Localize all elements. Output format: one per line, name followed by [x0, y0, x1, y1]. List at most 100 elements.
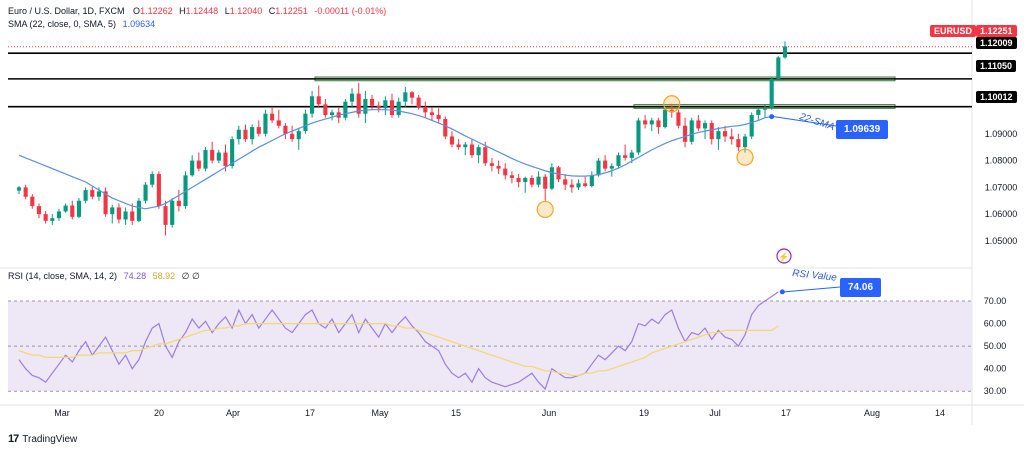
open-label: O — [133, 6, 141, 16]
candle — [76, 198, 82, 219]
candle — [196, 152, 201, 172]
rsi-pointer-dot — [779, 289, 785, 295]
flash-badge-icon — [776, 248, 792, 264]
candle — [143, 182, 148, 204]
symbol-tag: EURUSD — [930, 25, 977, 37]
candle — [396, 97, 401, 118]
candle-body — [50, 218, 55, 221]
candle-body — [150, 173, 155, 185]
candle — [383, 96, 388, 116]
candle — [290, 125, 295, 142]
symbol-title: Euro / U.S. Dollar, 1D, FXCM — [8, 6, 125, 16]
candle-body — [563, 179, 568, 185]
candle-body — [283, 125, 288, 134]
candle — [769, 77, 774, 110]
time-tick-label: Jun — [542, 408, 557, 418]
candle-body — [96, 191, 101, 197]
rsi-current: 74.28 — [123, 271, 147, 281]
level-tag-2: 1.11050 — [976, 60, 1017, 72]
candle — [303, 109, 308, 134]
candle — [210, 141, 215, 164]
candle — [270, 107, 275, 124]
rsi-title: RSI (14, close, SMA, 14, 2) — [8, 271, 118, 281]
candle-body — [56, 211, 62, 219]
candle — [429, 107, 435, 121]
candle-body — [136, 200, 141, 221]
candle — [689, 117, 694, 145]
candle — [636, 117, 641, 156]
price-tick-label: 1.08000 — [985, 156, 1018, 166]
candle — [729, 128, 734, 145]
candle-body — [156, 173, 161, 207]
candle — [509, 171, 514, 184]
candle — [130, 203, 135, 225]
candle — [616, 152, 621, 169]
candle — [409, 90, 415, 105]
close-value: 1.12251 — [275, 6, 308, 16]
candle-body — [196, 160, 201, 169]
candle — [589, 171, 594, 188]
price-legend: Euro / U.S. Dollar, 1D, FXCM O1.12262 H1… — [8, 6, 386, 16]
candle-body — [756, 109, 761, 116]
candle-body — [403, 92, 408, 102]
candle — [310, 90, 315, 118]
time-tick-label: 14 — [935, 408, 945, 418]
candle — [569, 179, 574, 193]
candle — [56, 208, 62, 221]
candle-body — [676, 112, 681, 126]
candle-body — [636, 120, 641, 153]
candle — [250, 124, 255, 145]
candle — [163, 200, 168, 236]
rsi-tick-label: 60.00 — [984, 319, 1007, 329]
candle-body — [736, 139, 741, 148]
candle-body — [762, 108, 768, 110]
candle — [236, 125, 241, 145]
candle-body — [263, 113, 268, 134]
candle-body — [436, 115, 441, 120]
candle-body — [323, 104, 328, 116]
candle-body — [389, 100, 395, 116]
candle-body — [709, 123, 714, 140]
candle — [536, 171, 541, 188]
candle — [676, 109, 681, 129]
candle — [363, 90, 368, 124]
level-tag-1: 1.12009 — [976, 37, 1017, 49]
current-price-tag: 1.12251 — [976, 25, 1017, 37]
candle-body — [509, 175, 514, 178]
annotations-overlay: 22-SMA RSI Value — [792, 111, 838, 284]
candle-body — [543, 176, 548, 189]
candle — [449, 131, 455, 148]
candle-body — [250, 127, 255, 140]
candle-body — [669, 109, 674, 113]
candle — [523, 176, 528, 193]
rsi-line — [18, 291, 779, 391]
candle-body — [663, 109, 668, 128]
candle — [323, 98, 328, 118]
candle-body — [476, 147, 481, 156]
brand-name: TradingView — [22, 433, 78, 445]
time-tick-label: Mar — [54, 408, 70, 418]
candle — [549, 163, 554, 191]
sma-title: SMA (22, close, 0, SMA, 5) — [8, 19, 117, 29]
candle-body — [769, 78, 774, 109]
candle-body — [123, 211, 128, 220]
candle-body — [429, 112, 435, 116]
candle — [36, 203, 42, 219]
candle — [23, 184, 28, 200]
sma-pointer-dot — [769, 114, 775, 120]
price-tick-label: 1.07000 — [985, 182, 1018, 192]
candle-body — [616, 155, 621, 166]
candle — [110, 204, 115, 224]
candle — [30, 194, 35, 209]
candle-body — [203, 149, 208, 169]
candle — [576, 179, 581, 191]
candle — [489, 157, 494, 172]
candle-body — [556, 167, 561, 180]
candle-body — [290, 133, 295, 140]
tradingview-logo: 17 — [8, 433, 19, 445]
candle-body — [469, 144, 475, 156]
candle-body — [656, 120, 661, 128]
horizontal-levels — [8, 46, 972, 108]
candle — [696, 115, 701, 132]
candle-body — [76, 200, 82, 217]
